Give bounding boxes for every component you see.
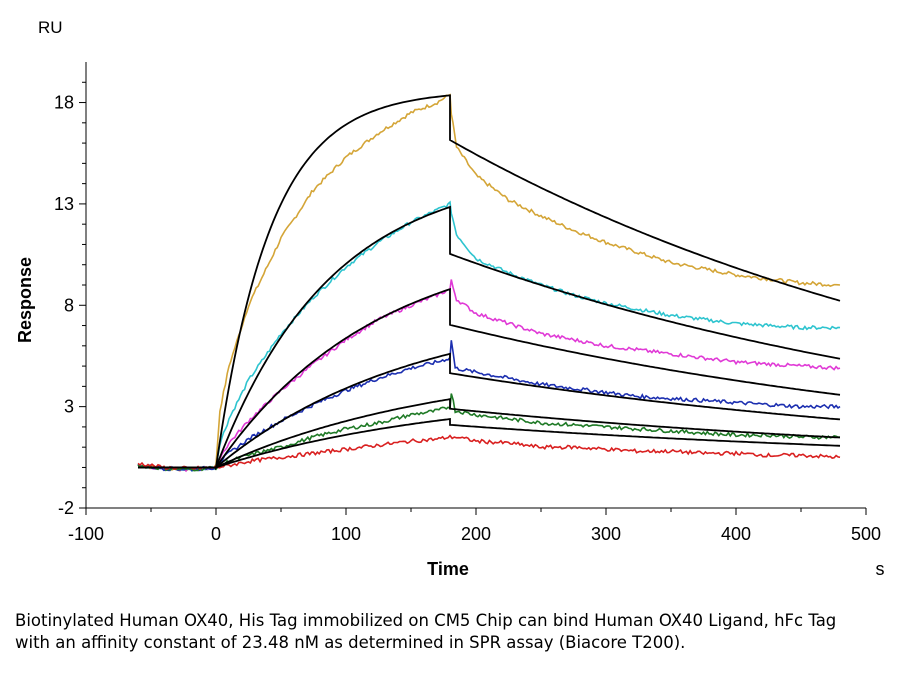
fit-curve-4 [138,352,841,470]
x-tick-label: 0 [211,524,221,544]
axes: -100 0 100 200 300 400 500 -2 3 8 13 18 [54,62,881,544]
data-series-2 [137,200,841,472]
data-series-4 [137,340,841,472]
y-axis-title: Response [15,257,35,343]
spr-chart: -100 0 100 200 300 400 500 -2 3 8 13 18 RU Response… [15,18,885,579]
series-layer [137,93,841,473]
y-tick-label: 8 [64,295,74,315]
x-tick-label: 200 [461,524,491,544]
x-tick-label: 300 [591,524,621,544]
data-series-5 [137,393,841,472]
fit-curve-2 [138,205,841,469]
data-series-6 [137,434,841,471]
figure-caption: Biotinylated Human OX40, His Tag immobil… [15,611,837,652]
x-tick-label: -100 [68,524,104,544]
x-unit-label: s [876,559,885,579]
fit-curve-6 [138,417,841,469]
data-series-1 [137,93,841,472]
fit-curve-5 [138,398,841,469]
y-tick-label: 13 [54,194,74,214]
fit-curve-1 [138,94,841,469]
x-axis-title: Time [427,559,469,579]
x-tick-label: 400 [721,524,751,544]
y-tick-label: 18 [54,93,74,113]
x-tick-label: 100 [331,524,361,544]
y-tick-label: 3 [64,397,74,417]
y-unit-label: RU [38,18,63,37]
x-tick-label: 500 [851,524,881,544]
fit-curve-3 [138,287,841,471]
y-tick-label: -2 [58,498,74,518]
